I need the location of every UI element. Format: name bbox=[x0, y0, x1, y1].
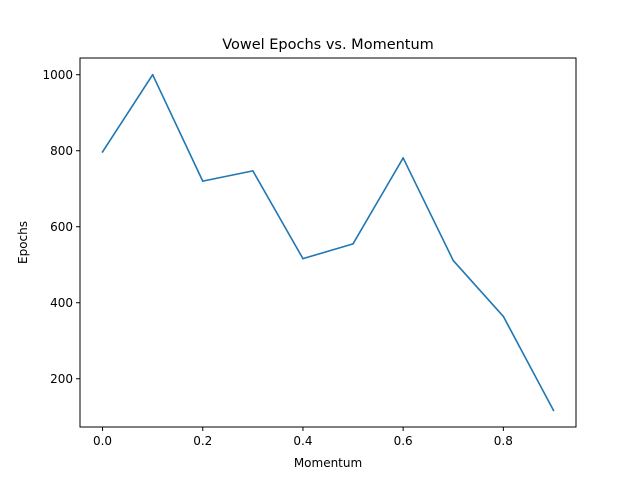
data-point bbox=[252, 170, 254, 172]
data-point bbox=[101, 151, 104, 153]
series-line-0 bbox=[101, 73, 555, 412]
y-tick-label: 600 bbox=[50, 220, 73, 234]
data-point bbox=[502, 315, 505, 318]
y-tick-label: 200 bbox=[50, 372, 73, 386]
data-point bbox=[452, 259, 455, 262]
y-tick-label: 800 bbox=[50, 144, 73, 158]
y-axis-label: Epochs bbox=[16, 221, 30, 264]
data-point bbox=[302, 257, 304, 260]
chart-title: Vowel Epochs vs. Momentum bbox=[222, 37, 434, 53]
x-tick-label: 0.8 bbox=[494, 434, 513, 448]
x-tick-label: 0.4 bbox=[293, 434, 312, 448]
data-point bbox=[352, 243, 354, 245]
data-point bbox=[201, 180, 204, 182]
x-tick-label: 0.0 bbox=[93, 434, 112, 448]
data-point bbox=[402, 157, 404, 159]
y-tick-label: 1000 bbox=[42, 68, 73, 82]
x-axis-label: Momentum bbox=[294, 456, 362, 470]
data-point bbox=[151, 73, 154, 76]
y-axis: 200 400 600 800 1000 bbox=[42, 68, 80, 386]
axes-frame bbox=[79, 57, 577, 428]
data-point bbox=[552, 409, 555, 412]
x-axis: 0.0 0.2 0.4 0.6 0.8 bbox=[93, 427, 513, 448]
plot-area bbox=[101, 73, 555, 412]
x-tick-label: 0.2 bbox=[193, 434, 212, 448]
x-tick-label: 0.6 bbox=[394, 434, 413, 448]
y-tick-label: 400 bbox=[50, 296, 73, 310]
